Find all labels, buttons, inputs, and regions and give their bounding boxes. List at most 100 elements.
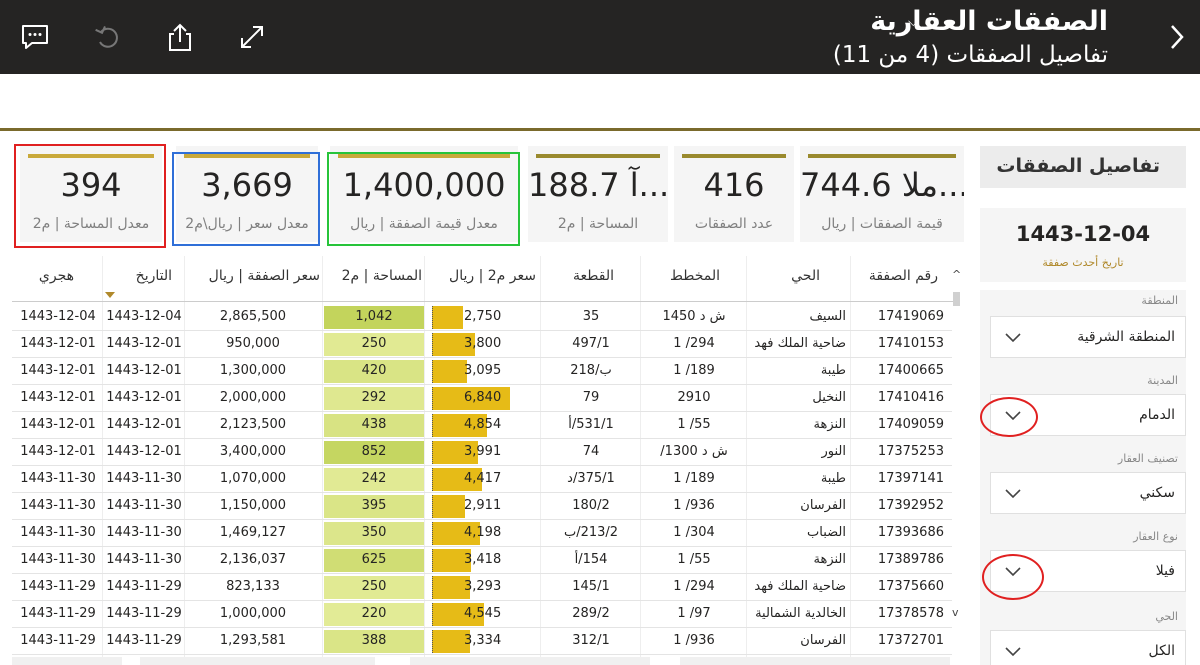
kpi-accent-bar [184, 154, 310, 158]
table-scrollbar[interactable]: ^ v [952, 264, 960, 664]
column-header-area[interactable]: المساحة | م2 [341, 268, 422, 284]
column-separator [746, 256, 747, 665]
cell-date: 1443-11-29 [106, 606, 182, 621]
chevron-down-icon[interactable]: ⌵ [908, 14, 919, 30]
table-row[interactable]: 17375253 النور ش د 1300/74 3,991 852 3,400,00… [12, 439, 952, 466]
cell-date: 1443-12-01 [106, 444, 182, 459]
cell-plan: 2910 [677, 390, 711, 405]
table-row[interactable]: 17419069 السيف ش د 1450 35 2,750 1,042 2,865,5… [12, 304, 952, 331]
kpi-deals-value[interactable]: 744.6 ملا... قيمة الصفقات | ريال [800, 146, 964, 242]
table-row[interactable]: 17410153 ضاحية الملك فهد 294/ 1 497/1 3,800 2… [12, 331, 952, 358]
cell-deal-price: 2,000,000 [219, 390, 287, 405]
column-header-price-m2[interactable]: سعر م2 | ريال [449, 268, 536, 284]
column-header-plot[interactable]: القطعة [573, 268, 614, 284]
table-row[interactable]: 17389786 النزهة 55/ 1 154/أ 3,418 625 2,136,03… [12, 547, 952, 574]
area-color-cell [324, 360, 424, 383]
highlight-circle-city [980, 397, 1038, 437]
cell-deal-price: 1,000,000 [219, 606, 287, 621]
table-row[interactable]: 17372701 الفرسان 936/ 1 312/1 3,334 388 1,293,… [12, 628, 952, 655]
sort-descending-icon[interactable] [105, 292, 115, 298]
cell-plan: 936/ 1 [673, 633, 715, 648]
price-m2-databar [432, 522, 480, 545]
area-color-cell [324, 441, 424, 464]
price-m2-databar [432, 495, 465, 518]
comment-icon[interactable] [20, 22, 50, 52]
scroll-up-icon[interactable]: ^ [952, 268, 960, 281]
deals-table[interactable]: رقم الصفقة الحي المخطط القطعة سعر م2 | ر… [12, 256, 960, 665]
table-row[interactable]: 17409059 النزهة 55/ 1 531/1/أ 4,854 438 2,123,… [12, 412, 952, 439]
column-header-hijri[interactable]: هجري [38, 268, 74, 284]
cell-area: 852 [361, 444, 387, 459]
databar-axis [432, 360, 434, 383]
slicer-region[interactable]: المنطقة الشرقية [990, 316, 1186, 358]
share-icon[interactable] [165, 22, 195, 52]
column-header-plan[interactable]: المخطط [669, 268, 720, 284]
slicer-label-district: الحي [1155, 610, 1178, 623]
databar-axis [432, 603, 434, 626]
cell-area: 438 [361, 417, 387, 432]
cell-hijri: 1443-11-29 [20, 579, 96, 594]
column-header-district[interactable]: الحي [791, 268, 820, 284]
cell-plot: 531/1/أ [568, 417, 614, 432]
databar-axis [432, 495, 434, 518]
scroll-thumb[interactable] [953, 292, 960, 306]
column-separator [640, 256, 641, 665]
table-row[interactable]: 17397141 طيبة 189/ 1 375/1/د 4,417 242 1,070,0… [12, 466, 952, 493]
cell-date: 1443-11-29 [106, 633, 182, 648]
table-row[interactable]: 17378578 الخالدية الشمالية 97/ 1 289/2 4,545… [12, 601, 952, 628]
databar-axis [432, 414, 434, 437]
table-row[interactable]: 17392952 الفرسان 936/ 1 180/2 2,911 395 1,150,… [12, 493, 952, 520]
cell-plan: 55/ 1 [677, 552, 711, 567]
price-m2-databar [432, 441, 478, 464]
cell-hijri: 1443-12-01 [20, 444, 96, 459]
cell-area: 292 [361, 390, 387, 405]
cell-district: السيف [809, 309, 846, 324]
undo-icon[interactable] [92, 22, 122, 52]
cell-date: 1443-12-04 [106, 309, 182, 324]
cell-deal-no: 17410416 [877, 390, 944, 405]
slicer-district[interactable]: الكل [990, 630, 1186, 665]
area-color-cell [324, 603, 424, 626]
area-color-cell [324, 306, 424, 329]
databar-axis [432, 333, 434, 356]
cell-district: طيبة [820, 363, 846, 378]
kpi-deal-count[interactable]: 416 عدد الصفقات [674, 146, 794, 242]
chevron-right-icon[interactable] [1162, 20, 1192, 54]
panel-title-text: تفاصيل الصفقات [996, 155, 1160, 177]
cell-deal-price: 2,865,500 [219, 309, 287, 324]
column-header-deal-price[interactable]: سعر الصفقة | ريال [208, 268, 320, 284]
table-row[interactable]: 17400665 طيبة 189/ 1 ب/218 3,095 420 1,300,000… [12, 358, 952, 385]
table-row[interactable]: 17410416 النخيل 2910 79 6,840 292 2,000,000 144… [12, 385, 952, 412]
price-m2-databar [432, 630, 470, 653]
table-row[interactable]: 17393686 الضباب 304/ 1 213/2/ب 4,198 350 1,469… [12, 520, 952, 547]
cell-date: 1443-12-01 [106, 417, 182, 432]
column-header-date[interactable]: التاريخ [135, 268, 172, 284]
cell-district: النور [821, 444, 847, 459]
slicer-value: الدمام [1139, 407, 1175, 423]
kpi-avg-deal-value[interactable]: 1,400,000 معدل قيمة الصفقة | ريال [330, 146, 518, 242]
cell-plan: 189/ 1 [673, 363, 715, 378]
table-row[interactable]: 17375660 ضاحية الملك فهد 294/ 1 145/1 3,293 2… [12, 574, 952, 601]
kpi-avg-price-m2[interactable]: 3,669 معدل سعر | ريال\م2 [176, 146, 318, 242]
databar-axis [432, 522, 434, 545]
cell-plan: 189/ 1 [673, 471, 715, 486]
column-separator [322, 256, 323, 665]
report-title: الصفقات العقارية [870, 6, 1108, 37]
column-separator [102, 256, 103, 665]
cell-hijri: 1443-11-30 [20, 498, 96, 513]
column-header-deal-no[interactable]: رقم الصفقة [868, 268, 938, 284]
cell-plot: 312/1 [572, 633, 610, 648]
cell-deal-no: 17409059 [877, 417, 944, 432]
kpi-total-area[interactable]: 188.7 آ... المساحة | م2 [528, 146, 668, 242]
scroll-down-icon[interactable]: v [952, 606, 959, 619]
expand-icon[interactable] [237, 22, 267, 52]
slicer-value: سكني [1139, 485, 1175, 501]
bottom-visual [410, 657, 650, 665]
latest-date-label: تاريخ أحدث صفقة [1042, 256, 1124, 269]
cell-plan: 55/ 1 [677, 417, 711, 432]
slicer-classification[interactable]: سكني [990, 472, 1186, 514]
kpi-accent-bar [28, 154, 154, 158]
price-m2-databar [432, 549, 471, 572]
cell-plot: 145/1 [572, 579, 610, 594]
kpi-avg-area[interactable]: 394 معدل المساحة | م2 [20, 146, 162, 242]
